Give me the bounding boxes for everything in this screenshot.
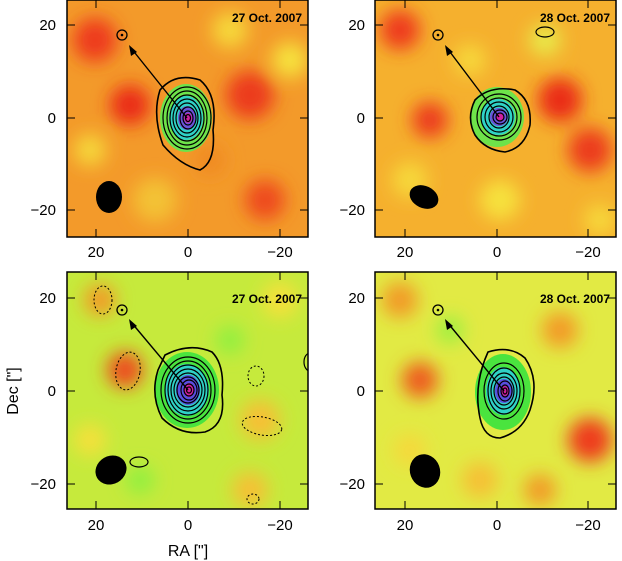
intensity-map: [375, 272, 616, 509]
panel-label: 28 Oct. 2007: [540, 11, 610, 25]
x-tick-label: 0: [184, 244, 192, 261]
contours: [476, 348, 535, 439]
panel-top-left: 27 Oct. 2007: [66, 0, 309, 238]
y-tick-label: 20: [348, 17, 365, 34]
panel-label: 28 Oct. 2007: [540, 292, 610, 306]
x-tick-label: 20: [397, 517, 414, 534]
panel-bottom-right: 28 Oct. 2007: [374, 271, 617, 510]
x-tick-label: 0: [184, 517, 192, 534]
y-axis-label: Dec ["]: [5, 367, 22, 414]
y-tick-label: 0: [357, 383, 365, 400]
target-marker: [116, 304, 128, 316]
proper-motion-arrow: [445, 319, 505, 392]
target-marker: [432, 29, 444, 41]
y-tick-label: 20: [348, 290, 365, 307]
ticks: [375, 272, 616, 509]
y-tick-label: 0: [48, 110, 56, 127]
x-tick-label: −20: [267, 517, 292, 534]
beam-ellipse: [96, 181, 122, 213]
intensity-map: [375, 0, 616, 237]
x-tick-label: 20: [88, 517, 105, 534]
proper-motion-arrow: [445, 45, 500, 118]
beam-ellipse: [409, 454, 441, 488]
proper-motion-arrow: [129, 319, 189, 391]
intensity-map: [67, 0, 308, 237]
contours: [469, 26, 555, 153]
x-tick-label: 20: [88, 244, 105, 261]
x-tick-labels: 20 0 −20 20 0 −20 20 0 −20 20 0 −20: [88, 244, 601, 534]
y-tick-label: 0: [48, 383, 56, 400]
ticks: [67, 0, 308, 237]
ticks: [67, 272, 308, 509]
target-marker: [116, 29, 128, 41]
panel-label: 27 Oct. 2007: [232, 292, 302, 306]
y-tick-label: −20: [340, 202, 365, 219]
y-tick-label: 0: [357, 110, 365, 127]
x-tick-label: 0: [493, 244, 501, 261]
panel-label: 27 Oct. 2007: [232, 11, 302, 25]
x-tick-label: 0: [493, 517, 501, 534]
y-tick-label: −20: [31, 476, 56, 493]
proper-motion-arrow: [129, 45, 188, 119]
y-tick-label: 20: [39, 17, 56, 34]
y-tick-labels: 20 0 −20 20 0 −20 20 0 −20 20 0 −20: [31, 17, 365, 493]
x-tick-label: −20: [575, 244, 600, 261]
beam-ellipse: [409, 185, 439, 209]
panel-top-right: 28 Oct. 2007: [374, 0, 617, 238]
y-tick-label: 20: [39, 290, 56, 307]
contours: [155, 76, 215, 171]
beam-ellipse: [95, 455, 127, 485]
panel-bottom-left: 27 Oct. 2007: [66, 271, 309, 510]
intensity-map: [67, 272, 308, 509]
x-axis-label: RA ["]: [168, 543, 208, 560]
ticks: [375, 0, 616, 237]
y-tick-label: −20: [31, 202, 56, 219]
contours: [93, 285, 308, 505]
y-tick-label: −20: [340, 476, 365, 493]
x-tick-label: 20: [397, 244, 414, 261]
x-tick-label: −20: [267, 244, 292, 261]
target-marker: [432, 304, 444, 316]
x-tick-label: −20: [575, 517, 600, 534]
